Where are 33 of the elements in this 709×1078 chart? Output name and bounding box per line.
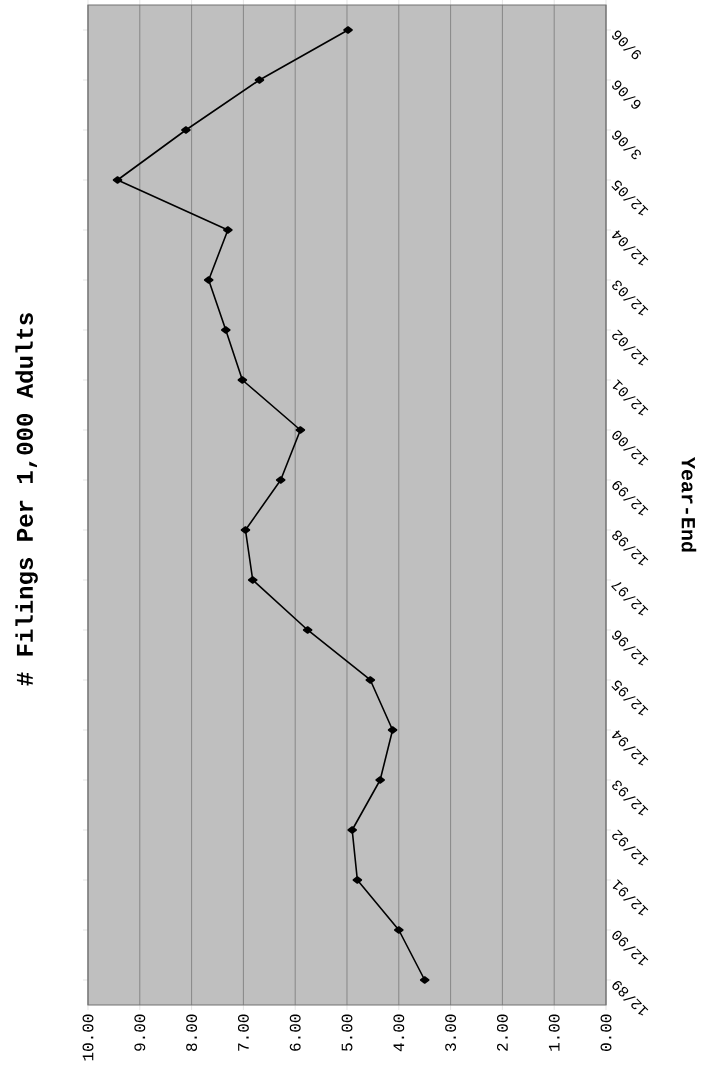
x-tick-label: 3.00 [445,1014,457,1051]
x-tick-label: 6.00 [289,1014,301,1051]
x-tick-label: 0.00 [600,1014,612,1051]
x-tick-label: 8.00 [186,1014,198,1051]
text: # Filings Per 1,000 Adults [15,313,38,686]
point [295,426,306,434]
point [247,576,258,584]
point [275,476,286,484]
point [302,626,313,634]
point [240,526,251,534]
point [220,326,231,334]
x-tick-label: 9.00 [134,1014,146,1051]
x-tick-label: 10.00 [82,1014,94,1061]
x-tick-label: 7.00 [237,1014,249,1051]
point [419,976,430,984]
point [254,76,265,84]
point [387,726,398,734]
x-tick-label: 2.00 [496,1014,508,1051]
y-axis-title: Year-End [681,457,697,552]
point [347,826,357,834]
x-tick-label: 4.00 [393,1014,405,1052]
point [394,926,404,934]
point [203,276,214,284]
point [375,776,385,784]
x-tick-label: 5.00 [341,1014,353,1051]
point [223,226,233,234]
point [181,126,191,134]
x-tick-label: 1.00 [548,1014,560,1051]
point [365,676,376,684]
point [343,26,353,34]
point [352,876,363,884]
point [112,176,123,184]
point [237,376,248,384]
